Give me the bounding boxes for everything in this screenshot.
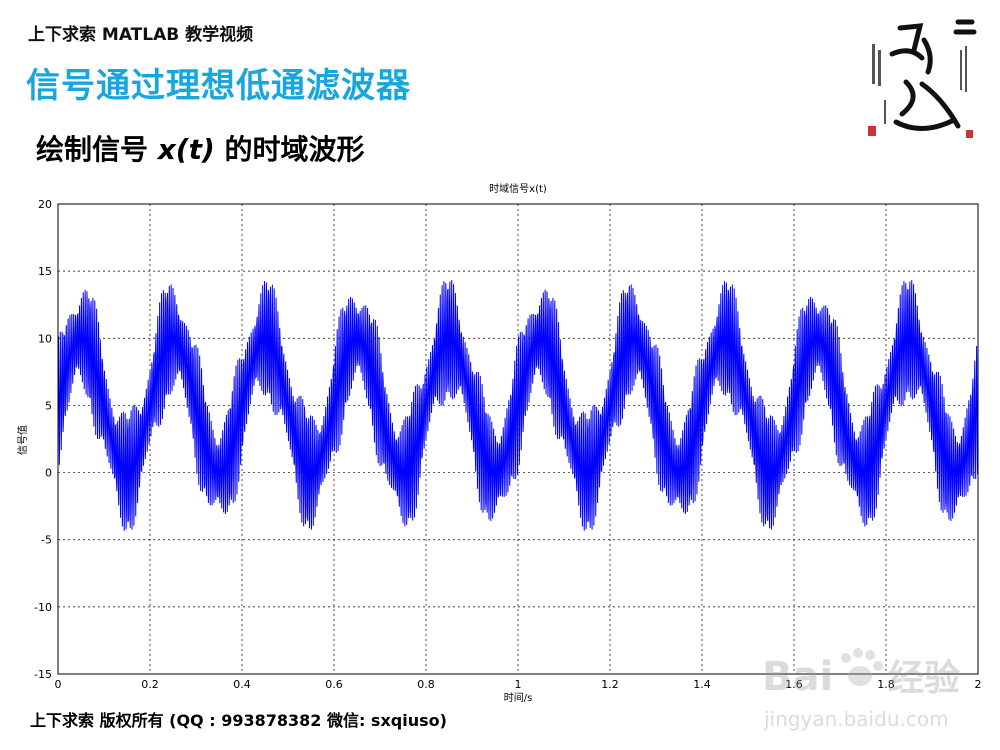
y-tick-label: 5 [45,399,52,412]
x-tick-label: 0 [55,678,62,691]
y-tick-label: 10 [38,332,52,345]
baidu-jingyan-watermark: Bai 经验 jingyan.baidu.com [762,648,960,731]
x-axis-label: 时间/s [504,691,533,704]
watermark-brand-2: 经验 [888,658,960,699]
y-tick-label: -5 [41,534,52,547]
x-tick-label: 1 [515,678,522,691]
x-tick-label: 1.8 [877,678,895,691]
x-tick-label: 0.6 [325,678,343,691]
x-axis-ticks: 0 0.2 0.4 0.6 0.8 1 1.2 1.4 1.6 1.8 2 [55,678,982,691]
plot-area-frame [57,203,979,675]
paw-icon [841,648,883,686]
y-axis-label: 信号值 [16,425,29,455]
watermark-brand: Bai [762,654,833,700]
y-tick-label: 0 [45,467,52,480]
watermark-url: jingyan.baidu.com [763,707,949,731]
x-tick-label: 1.4 [693,678,711,691]
subtitle-suffix: 的时域波形 [214,133,365,166]
y-tick-label: 15 [38,265,52,278]
x-tick-label: 0.4 [233,678,251,691]
x-tick-label: 0.8 [417,678,435,691]
slide-title: 信号通过理想低通滤波器 [26,66,411,106]
slide-subtitle: 绘制信号 x(t) 的时域波形 [36,128,365,168]
calligraphy-seal-logo [868,19,977,138]
y-tick-label: 20 [38,198,52,211]
x-tick-label: 1.6 [785,678,803,691]
x-tick-label: 2 [975,678,982,691]
x-tick-label: 1.2 [601,678,619,691]
y-tick-label: -15 [34,668,52,681]
video-series-title: 上下求索 MATLAB 教学视频 [28,25,254,45]
copyright-footer: 上下求索 版权所有 (QQ : 993878382 微信: sxqiuso) [30,711,447,730]
y-axis-ticks: -15 -10 -5 0 5 10 15 20 [34,198,52,681]
chart-title: 时域信号x(t) [489,182,547,195]
signal-line-group [57,280,979,531]
x-tick-label: 0.2 [141,678,159,691]
y-tick-label: -10 [34,601,52,614]
subtitle-prefix: 绘制信号 [36,133,158,166]
subtitle-variable: x(t) [157,133,215,166]
signal-line [57,280,979,531]
